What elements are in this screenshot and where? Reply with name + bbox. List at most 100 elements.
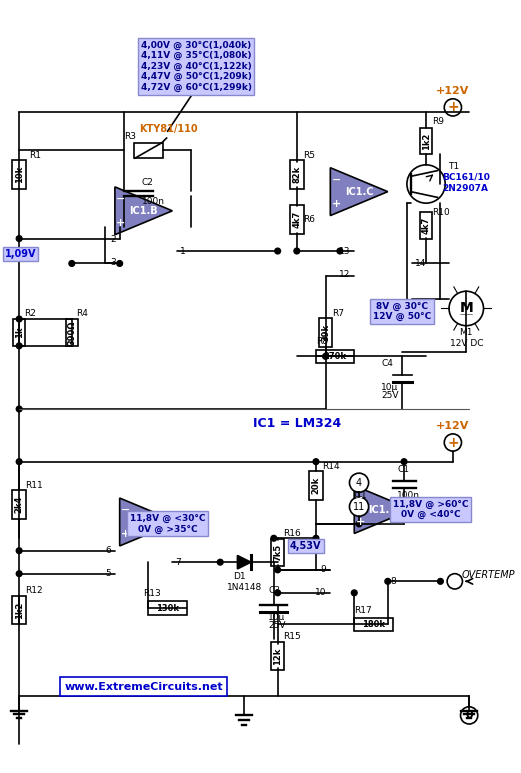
Circle shape <box>16 343 22 349</box>
Text: 12k: 12k <box>273 647 282 665</box>
Circle shape <box>351 590 357 596</box>
Text: 2: 2 <box>110 235 116 244</box>
Circle shape <box>294 248 300 254</box>
Text: 4,53V: 4,53V <box>290 541 321 551</box>
Text: +: + <box>331 199 341 209</box>
Circle shape <box>16 406 22 412</box>
Text: 14: 14 <box>415 259 426 268</box>
Text: 270k: 270k <box>324 352 346 361</box>
Circle shape <box>407 165 445 203</box>
Text: R8: R8 <box>316 338 328 346</box>
Text: IC1: IC1 <box>352 491 366 499</box>
Text: −: − <box>355 492 365 502</box>
Text: M: M <box>460 301 473 315</box>
Bar <box>271 540 284 566</box>
Text: 6: 6 <box>105 547 111 555</box>
Circle shape <box>438 578 443 584</box>
Text: 4: 4 <box>356 478 362 488</box>
Text: 11: 11 <box>353 502 365 512</box>
Polygon shape <box>330 168 388 216</box>
Text: 1k: 1k <box>15 327 23 338</box>
Text: R3: R3 <box>125 131 137 141</box>
Bar <box>13 490 26 519</box>
Text: +: + <box>447 100 458 114</box>
Text: 8: 8 <box>391 577 396 586</box>
Text: 7: 7 <box>175 557 181 567</box>
Text: +: + <box>447 435 458 450</box>
Circle shape <box>444 434 462 451</box>
Text: D1: D1 <box>233 572 246 581</box>
Text: 1k2: 1k2 <box>421 132 430 150</box>
Text: 8V @ 30°C
12V @ 50°C: 8V @ 30°C 12V @ 50°C <box>373 301 431 321</box>
Text: 100n: 100n <box>398 491 420 499</box>
Text: 1k2: 1k2 <box>15 601 23 618</box>
Bar <box>271 642 284 670</box>
Text: T1: T1 <box>448 162 459 172</box>
Circle shape <box>322 353 328 359</box>
Bar <box>290 205 304 233</box>
Text: R7: R7 <box>332 308 344 318</box>
Text: +: + <box>121 529 130 539</box>
Bar <box>319 318 332 347</box>
Text: R16: R16 <box>283 529 301 538</box>
Circle shape <box>16 548 22 553</box>
Text: 13: 13 <box>339 247 351 257</box>
Text: −: − <box>331 175 341 185</box>
Text: 4k7: 4k7 <box>421 216 430 233</box>
Text: 180k: 180k <box>362 620 385 629</box>
Circle shape <box>16 459 22 465</box>
Bar <box>316 349 354 363</box>
Text: 3: 3 <box>110 258 116 267</box>
Text: 0: 0 <box>465 710 473 720</box>
Circle shape <box>350 473 369 492</box>
Text: IC1.A: IC1.A <box>134 517 163 527</box>
Circle shape <box>275 560 280 565</box>
Bar <box>66 319 78 346</box>
Circle shape <box>275 590 280 596</box>
Circle shape <box>313 459 319 465</box>
Circle shape <box>461 707 478 724</box>
Bar <box>354 618 392 631</box>
Text: 12V DC: 12V DC <box>450 339 483 349</box>
Text: www.ExtremeCircuits.net: www.ExtremeCircuits.net <box>64 682 223 692</box>
Bar <box>290 160 304 189</box>
Text: ——: —— <box>460 312 473 317</box>
Text: 100n: 100n <box>142 197 165 206</box>
Text: 4,00V @ 30°C(1,040k)
4,11V @ 35°C(1,080k)
4,23V @ 40°C(1,122k)
4,47V @ 50°C(1,20: 4,00V @ 30°C(1,040k) 4,11V @ 35°C(1,080k… <box>141 40 252 92</box>
Text: 10μ: 10μ <box>268 613 286 622</box>
Text: C4: C4 <box>381 359 393 369</box>
Text: 10: 10 <box>315 588 327 598</box>
Circle shape <box>16 236 22 241</box>
Text: +12V: +12V <box>436 421 469 431</box>
Text: M1: M1 <box>460 328 473 337</box>
Text: R10: R10 <box>432 208 450 217</box>
Circle shape <box>275 248 280 254</box>
Bar <box>134 143 163 158</box>
Text: R5: R5 <box>304 151 316 160</box>
Text: IC1.B: IC1.B <box>129 206 158 216</box>
Text: 390Ω: 390Ω <box>67 320 76 345</box>
Bar <box>420 128 432 155</box>
Circle shape <box>16 316 22 322</box>
Text: IC1.D: IC1.D <box>368 505 398 515</box>
Polygon shape <box>354 485 412 533</box>
Text: 1N4148: 1N4148 <box>227 583 262 591</box>
Text: R9: R9 <box>432 117 444 126</box>
Text: R12: R12 <box>25 587 43 595</box>
Text: R13: R13 <box>144 589 162 598</box>
Circle shape <box>337 248 343 254</box>
Circle shape <box>356 521 362 526</box>
Circle shape <box>449 291 483 325</box>
Polygon shape <box>238 556 251 569</box>
Circle shape <box>447 574 463 589</box>
Text: −: − <box>121 505 130 515</box>
Circle shape <box>217 560 223 565</box>
Text: +: + <box>355 516 365 526</box>
Text: +: + <box>116 218 125 228</box>
Text: 20k: 20k <box>312 477 320 494</box>
Circle shape <box>275 567 280 573</box>
Text: 12: 12 <box>339 271 351 280</box>
Circle shape <box>385 578 391 584</box>
Text: R2: R2 <box>24 308 36 318</box>
Circle shape <box>313 536 319 541</box>
